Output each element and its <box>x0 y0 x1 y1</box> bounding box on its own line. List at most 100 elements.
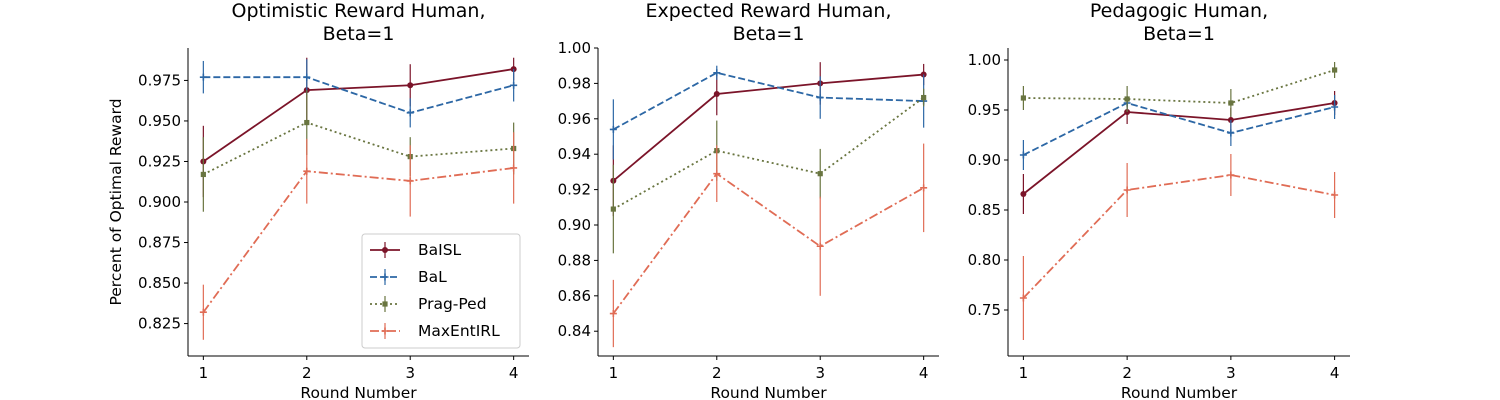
chart-title-line: Beta=1 <box>733 23 805 45</box>
chart-title-line: Beta=1 <box>1143 23 1215 45</box>
data-point <box>1123 186 1131 194</box>
series-maxentirl <box>199 132 518 340</box>
y-axis-label: Percent of Optimal Reward <box>107 98 125 305</box>
y-tick-label: 0.90 <box>558 216 591 234</box>
data-point <box>304 119 310 126</box>
y-tick-label: 0.900 <box>138 193 181 211</box>
legend-marker <box>381 327 389 335</box>
series-line <box>612 73 924 182</box>
legend: BaISL BaL Prag-Ped MaxEntIRL <box>361 233 521 349</box>
series-prag-ped <box>610 88 927 254</box>
x-tick-label: 4 <box>509 364 519 382</box>
series-line <box>203 76 514 114</box>
y-tick-label: 0.80 <box>968 251 1001 269</box>
chart-title-line: Expected Reward Human, <box>645 0 891 22</box>
x-tick-label: 3 <box>1226 364 1236 382</box>
series-line <box>202 121 514 176</box>
data-point <box>1227 171 1235 179</box>
data-point <box>816 242 824 250</box>
x-tick-label: 1 <box>609 364 619 382</box>
data-point <box>199 308 207 316</box>
series-line <box>612 71 924 131</box>
y-tick-label: 0.84 <box>558 322 591 340</box>
chart-title-line: Optimistic Reward Human, <box>231 0 485 22</box>
legend-marker <box>382 301 388 307</box>
series-line <box>612 96 925 210</box>
y-tick-label: 0.92 <box>558 181 591 199</box>
y-tick-label: 0.94 <box>558 145 591 163</box>
data-point <box>1331 103 1339 111</box>
data-point <box>303 73 311 81</box>
chart-title-line: Pedagogic Human, <box>1090 0 1268 22</box>
y-tick-label: 0.850 <box>138 274 181 292</box>
legend-marker <box>381 273 389 281</box>
x-axis-label: Round Number <box>1121 384 1238 400</box>
x-axis-label: Round Number <box>710 384 827 400</box>
series-prag-ped <box>200 90 517 212</box>
data-point <box>1227 129 1235 137</box>
legend-label: MaxEntIRL <box>418 322 500 340</box>
data-point <box>713 170 721 178</box>
series-line <box>1022 102 1335 195</box>
data-point <box>407 82 414 89</box>
legend-box <box>361 233 521 349</box>
y-tick-label: 0.98 <box>558 74 591 92</box>
x-axis-label: Round Number <box>300 384 417 400</box>
legend-entry: BaISL <box>370 241 462 259</box>
data-point <box>303 167 311 175</box>
data-point <box>920 184 928 192</box>
data-point <box>406 109 414 117</box>
data-point <box>610 206 616 212</box>
x-tick-label: 2 <box>1122 364 1132 382</box>
series-line <box>612 172 925 315</box>
series-line <box>1023 69 1335 104</box>
y-tick-label: 0.75 <box>968 301 1001 319</box>
data-point <box>1020 191 1027 197</box>
y-tick-label: 0.96 <box>558 110 591 128</box>
y-tick-label: 0.86 <box>558 287 591 305</box>
data-point <box>921 94 927 101</box>
y-tick-label: 0.85 <box>968 201 1001 219</box>
data-point <box>1019 294 1027 302</box>
y-tick-label: 0.950 <box>138 112 181 130</box>
y-tick-label: 0.88 <box>558 251 591 269</box>
data-point <box>406 177 414 185</box>
data-point <box>510 164 518 172</box>
y-tick-label: 0.975 <box>138 71 181 89</box>
x-tick-label: 1 <box>1019 364 1029 382</box>
series-prag-ped <box>1020 62 1338 117</box>
legend-label: Prag-Ped <box>418 295 487 313</box>
series-bal <box>609 65 928 160</box>
data-point <box>1124 96 1130 102</box>
series-line <box>202 167 514 313</box>
y-tick-label: 0.925 <box>138 152 181 170</box>
data-point <box>609 310 617 318</box>
chart-panel-2: 0.84 0.86 0.88 0.90 0.92 0.94 0.96 0.98 1.00 1 2 3 4… <box>558 0 939 400</box>
series-maxentirl <box>609 143 928 348</box>
data-point <box>200 171 206 178</box>
x-tick-label: 1 <box>199 364 209 382</box>
x-tick-label: 4 <box>919 364 929 382</box>
legend-entry: MaxEntIRL <box>370 322 500 340</box>
series-maxentirl <box>1019 154 1339 340</box>
data-point <box>510 81 518 89</box>
data-point <box>609 125 617 133</box>
x-tick-label: 3 <box>405 364 415 382</box>
data-point <box>817 171 823 177</box>
chart-panel-1: 0.825 0.850 0.875 0.900 0.925 0.950 0.975 1 2 3 4 R… <box>107 0 529 400</box>
data-point <box>1331 191 1339 199</box>
series-line <box>202 68 514 163</box>
chart-title-line: Beta=1 <box>323 23 395 45</box>
data-point <box>1228 100 1234 106</box>
chart-panel-3: 0.75 0.80 0.85 0.90 0.95 1.00 1 2 3 4 Round Number… <box>968 0 1350 400</box>
series-line <box>1022 174 1335 299</box>
data-point <box>199 73 207 81</box>
data-point <box>816 94 824 102</box>
legend-label: BaISL <box>418 241 462 259</box>
y-tick-label: 0.875 <box>138 234 181 252</box>
legend-entry: Prag-Ped <box>370 295 487 313</box>
legend-label: BaL <box>418 268 447 286</box>
legend-marker <box>382 247 388 253</box>
y-tick-label: 1.00 <box>968 51 1001 69</box>
